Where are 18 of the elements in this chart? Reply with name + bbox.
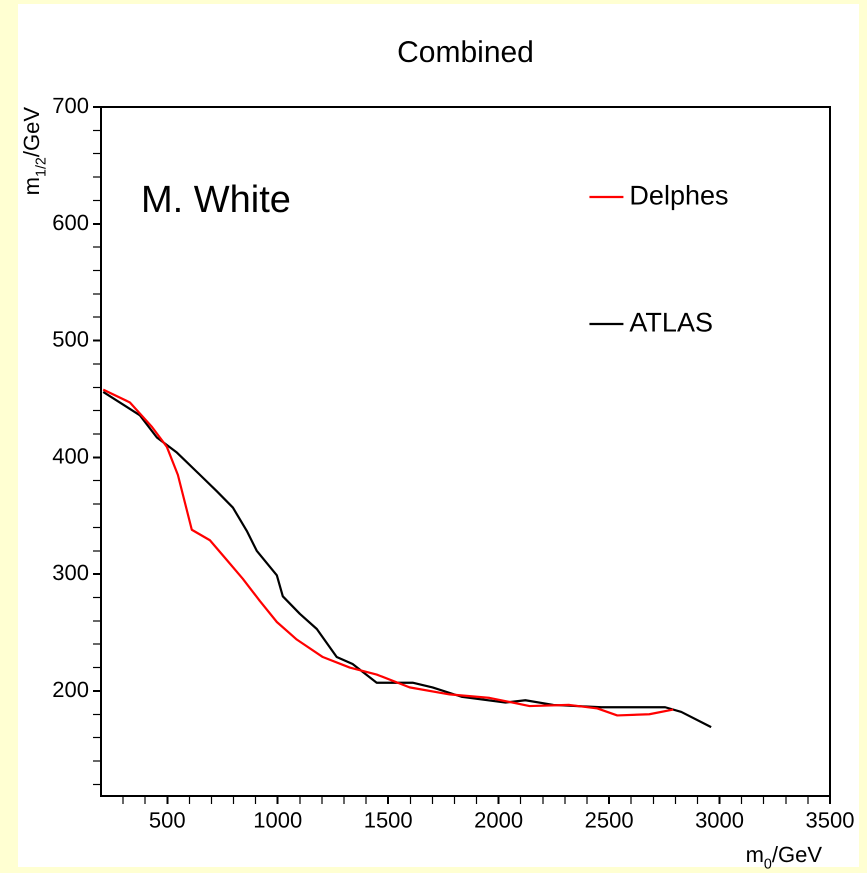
chart-title: Combined xyxy=(397,36,534,69)
x-tick-label: 1500 xyxy=(364,807,413,832)
x-tick-label: 3500 xyxy=(806,807,854,832)
x-tick-label: 2000 xyxy=(474,807,524,832)
y-tick-label: 700 xyxy=(52,93,89,118)
x-tick-label: 3000 xyxy=(695,807,744,832)
x-tick-label: 1000 xyxy=(253,807,302,832)
y-tick-label: 600 xyxy=(52,210,89,235)
y-axis-title: m1/2/GeV xyxy=(19,106,50,196)
x-tick-label: 500 xyxy=(148,807,186,832)
legend-label: ATLAS xyxy=(629,307,713,338)
y-tick-label: 300 xyxy=(52,560,89,586)
y-tick-label: 500 xyxy=(52,326,89,352)
y-tick-label: 400 xyxy=(52,443,89,468)
annotation: M. White xyxy=(141,179,291,221)
legend-label: Delphes xyxy=(629,180,728,210)
x-tick-label: 2500 xyxy=(584,807,634,832)
y-tick-label: 200 xyxy=(52,676,89,702)
